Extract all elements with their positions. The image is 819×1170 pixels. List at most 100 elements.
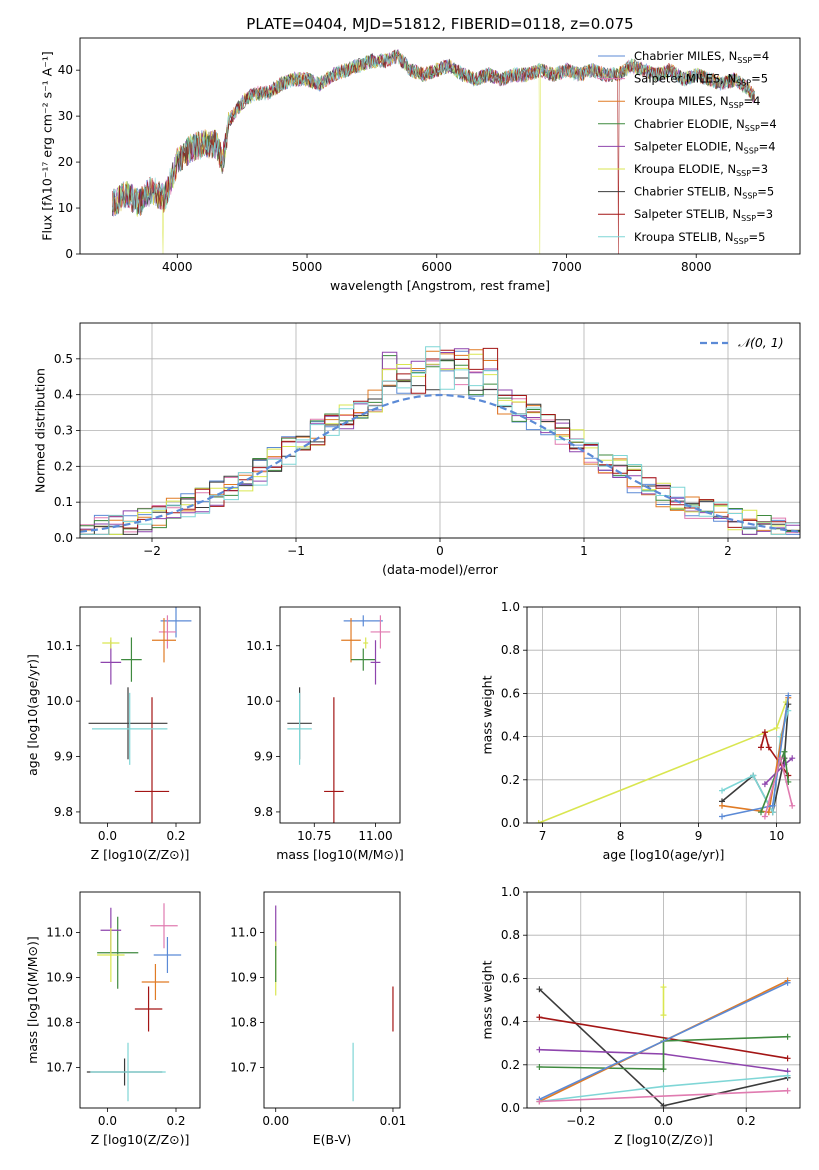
errorbar-point [150, 903, 178, 949]
panel-spectrum: 4000 5000 6000 7000 8000 0 10 20 30 40 wavelength … [40, 37, 801, 293]
weight-line [539, 1016, 788, 1060]
weight-line [538, 701, 787, 823]
x-tick-label: 10.75 [297, 829, 331, 843]
y-axis-label: mass [log10(M/M⊙)] [25, 936, 40, 1064]
errorbar-point [141, 964, 170, 1000]
y-tick-label: 11.0 [230, 926, 257, 940]
y-tick-label: 40 [58, 63, 73, 77]
y-tick-label: 1.0 [501, 600, 520, 614]
weight-marker [719, 787, 725, 794]
y-tick-label: 0.0 [501, 1101, 520, 1115]
y-tick-label: 10.1 [46, 639, 73, 653]
x-axis-label: E(B-V) [313, 1132, 352, 1147]
weight-marker [750, 772, 757, 779]
weight-marker [761, 813, 768, 820]
legend-label: Kroupa STELIB, NSSP=5 [634, 230, 765, 246]
y-tick-label: 0.2 [501, 773, 520, 787]
y-tick-label: 0.1 [54, 495, 73, 509]
y-tick-label: 0.4 [501, 730, 520, 744]
panel-mass_vs_ebv: 0.00 0.01 10.7 10.8 10.9 11.0 E(B-V) [230, 891, 406, 1147]
errorbar-point [153, 937, 182, 973]
weight-marker [536, 1014, 543, 1021]
legend-label: Kroupa ELODIE, NSSP=3 [634, 162, 768, 178]
y-axis-label: Normed distribution [32, 368, 47, 493]
x-tick-label: 0.0 [98, 829, 117, 843]
plot-area-residuals [80, 346, 800, 535]
legend-label-val: =3 [751, 162, 768, 176]
x-tick-label: 9 [695, 829, 703, 843]
spectrum-line [112, 49, 755, 254]
panel-mass_vs_z: 0.0 0.2 10.7 10.8 10.9 11.0 Z [log10(Z/Z⊙)] mas… [25, 891, 201, 1147]
plot-area-age_vs_mass [287, 615, 391, 823]
legend-label-main: Salpeter MILES, N [634, 72, 736, 86]
axes-frame [79, 891, 201, 1109]
plot-area-spectrum [112, 49, 755, 254]
legend-label-val: =3 [756, 207, 773, 221]
weight-line [721, 697, 790, 814]
gaussian-curve [80, 393, 800, 533]
legend-label: Salpeter STELIB, NSSP=3 [634, 207, 773, 223]
y-tick-label: 10.1 [246, 639, 273, 653]
legend-label: Chabrier ELODIE, NSSP=4 [634, 117, 777, 133]
weight-marker [535, 820, 542, 823]
weight-marker [785, 692, 792, 699]
x-axis-label: Z [log10(Z/Z⊙)] [91, 1132, 190, 1147]
errorbar-point [343, 615, 383, 627]
axes-frame [79, 37, 801, 255]
legend-label-val: =5 [751, 72, 768, 86]
x-tick-label: 4000 [162, 260, 193, 274]
y-tick-label: 10.9 [230, 971, 257, 985]
weight-marker [536, 1098, 543, 1105]
weight-marker [773, 724, 780, 731]
y-tick-label: 0.2 [501, 1058, 520, 1072]
weight-marker [789, 755, 796, 762]
x-tick-label: 0.0 [654, 1114, 673, 1128]
y-tick-label: 9.8 [254, 805, 273, 819]
x-tick-label: 1 [580, 544, 588, 558]
y-axis-label: age [log10(age/yr)] [25, 654, 40, 776]
weight-line [539, 1089, 788, 1103]
axes-frame [263, 891, 401, 1109]
y-tick-label: 9.8 [54, 805, 73, 819]
y-tick-label: 0.2 [54, 459, 73, 473]
weight-marker [660, 984, 667, 991]
legend-label-val: =4 [759, 139, 776, 153]
y-axis-label: Flux [fλ10⁻¹⁷ erg cm⁻² s⁻¹ A⁻¹] [40, 51, 55, 240]
weight-marker [784, 1033, 791, 1040]
panel-residuals: −2 −1 0 1 2 0.0 0.1 0.2 0.3 0.4 0.5 (data-model)/er… [32, 322, 801, 577]
errorbar-point [370, 615, 391, 649]
weight-marker [536, 986, 543, 993]
y-tick-label: 11.0 [46, 926, 73, 940]
y-tick-label: 0.0 [501, 816, 520, 830]
x-tick-label: 0.2 [166, 829, 185, 843]
errorbar-point [121, 637, 142, 682]
panel-age_vs_mass: 10.75 11.00 9.8 9.9 10.0 10.1 mass [log10(M/M⊙… [246, 606, 404, 862]
y-tick-label: 0 [65, 247, 73, 261]
errorbar-point [341, 618, 361, 663]
weight-marker [660, 1083, 667, 1090]
errorbar-point [92, 692, 168, 765]
weight-marker [784, 979, 791, 986]
x-tick-label: 0.0 [98, 1114, 117, 1128]
y-tick-label: 9.9 [54, 750, 73, 764]
plot-area-mass_vs_ebv [275, 905, 394, 1102]
legend-label: Salpeter ELODIE, NSSP=4 [634, 139, 776, 155]
spectrum-line [112, 51, 755, 215]
legend-label-sub: SSP [736, 79, 751, 88]
x-tick-label: 0.2 [166, 1114, 185, 1128]
errorbar-point [97, 928, 125, 982]
y-tick-label: 0.3 [54, 424, 73, 438]
x-tick-label: 6000 [421, 260, 452, 274]
weight-marker [784, 1072, 791, 1079]
errorbar-point [158, 615, 176, 649]
weight-marker [536, 1046, 543, 1053]
plot-area-age_vs_z [88, 607, 192, 823]
x-tick-label: 0.2 [737, 1114, 756, 1128]
x-tick-label: 10 [769, 829, 784, 843]
y-tick-label: 10.8 [46, 1016, 73, 1030]
errorbar-point [102, 637, 120, 649]
histogram-step [80, 346, 800, 535]
y-tick-label: 0.6 [501, 971, 520, 985]
y-tick-label: 0.4 [54, 388, 73, 402]
y-tick-label: 0.0 [54, 531, 73, 545]
